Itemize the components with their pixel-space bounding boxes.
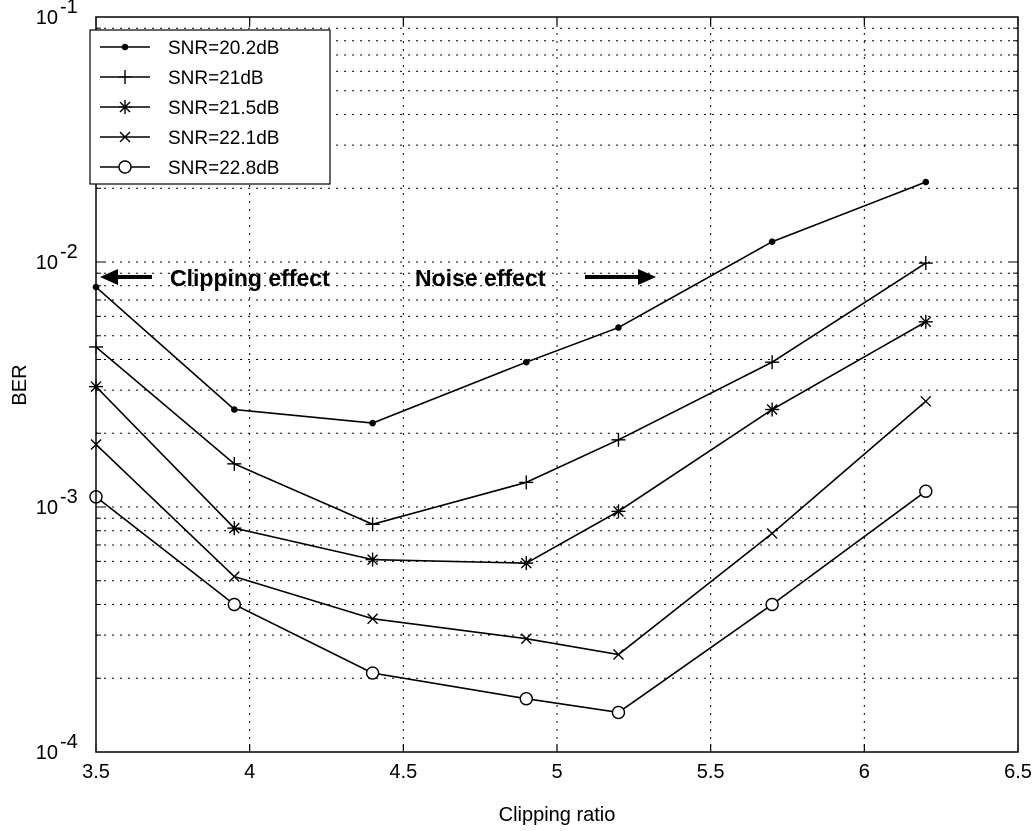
legend-label-3: SNR=21.5dB: [168, 98, 279, 119]
legend-label-1: SNR=20.2dB: [168, 38, 279, 59]
x-tick-label: 4: [244, 761, 255, 783]
series-line-3: [95, 321, 927, 564]
data-point-s2-5: [611, 432, 626, 447]
data-point-s5-2: [227, 597, 242, 612]
data-point-s4-5: [612, 649, 624, 660]
series-line-5: [95, 490, 927, 714]
x-tick-label: 3.5: [82, 761, 110, 783]
data-point-s3-7: [918, 314, 933, 329]
series-lines: [89, 178, 933, 720]
data-point-s1-2: [230, 406, 238, 413]
x-tick-label: 4.5: [389, 761, 417, 783]
data-point-s5-5: [611, 705, 626, 720]
data-point-s2-2: [227, 456, 242, 471]
data-point-s5-4: [519, 692, 533, 706]
series-line-1: [95, 181, 927, 424]
legend-marker-2: [118, 70, 132, 84]
legend-marker-3: [118, 100, 132, 114]
legend-label-5: SNR=22.8dB: [168, 158, 279, 179]
x-tick-label: 6: [859, 761, 870, 783]
noise-effect-label: Noise effect: [415, 265, 546, 291]
data-point-s1-5: [615, 324, 622, 331]
legend-label-2: SNR=21dB: [168, 68, 264, 89]
data-point-s4-4: [520, 633, 532, 645]
y-tick-exponent: -2: [60, 241, 78, 263]
x-tick-label: 6.5: [1004, 761, 1032, 783]
data-point-s3-6: [765, 402, 780, 417]
data-point-s2-4: [519, 475, 534, 490]
x-axis-label: Clipping ratio: [499, 804, 616, 826]
data-point-s3-3: [365, 552, 380, 567]
data-point-s2-7: [918, 256, 933, 271]
data-point-s2-3: [365, 517, 380, 532]
data-point-s5-7: [919, 484, 933, 498]
noise-effect-arrowhead: [638, 269, 656, 285]
data-point-s1-3: [369, 419, 376, 427]
series-line-4: [95, 400, 927, 656]
y-tick-label: 10: [36, 742, 58, 764]
clipping-effect-label: Clipping effect: [170, 265, 330, 291]
legend-marker-4: [119, 131, 131, 143]
y-tick-label: 10: [36, 7, 58, 29]
effect-annotations: Clipping effect Noise effect: [100, 265, 656, 291]
data-point-s3-4: [519, 556, 534, 571]
y-axis-label: BER: [9, 364, 31, 405]
legend-marker-1: [121, 43, 129, 51]
y-tick-exponent: -1: [60, 0, 78, 18]
x-tick-label: 5.5: [697, 761, 725, 783]
x-tick-label: 5: [551, 761, 562, 783]
data-point-s4-2: [228, 571, 240, 583]
y-tick-label: 10: [36, 252, 58, 274]
clipping-effect-arrowhead: [100, 269, 118, 285]
data-point-s4-7: [920, 395, 932, 407]
data-point-s4-6: [766, 527, 778, 539]
data-point-s1-4: [522, 358, 530, 366]
legend: SNR=20.2dB SNR=21dB SNR=21.5dB SNR=22.1dB SN…: [89, 29, 331, 185]
data-point-s5-6: [765, 597, 779, 612]
data-point-s1-7: [922, 178, 930, 186]
data-point-s5-3: [365, 666, 380, 680]
data-point-s3-5: [611, 504, 626, 519]
data-point-s2-6: [765, 355, 780, 370]
data-point-s1-6: [768, 238, 776, 246]
legend-marker-5: [118, 160, 132, 174]
axis-ticks: 3.5 4 4.5 5 5.5 6 6.510-410-310-210-1: [36, 0, 1032, 783]
data-point-s3-2: [227, 521, 242, 536]
y-tick-exponent: -3: [60, 486, 78, 508]
y-tick-exponent: -4: [60, 731, 78, 753]
y-tick-label: 10: [36, 497, 58, 519]
legend-label-4: SNR=22.1dB: [168, 128, 279, 149]
data-point-s4-3: [367, 613, 379, 625]
